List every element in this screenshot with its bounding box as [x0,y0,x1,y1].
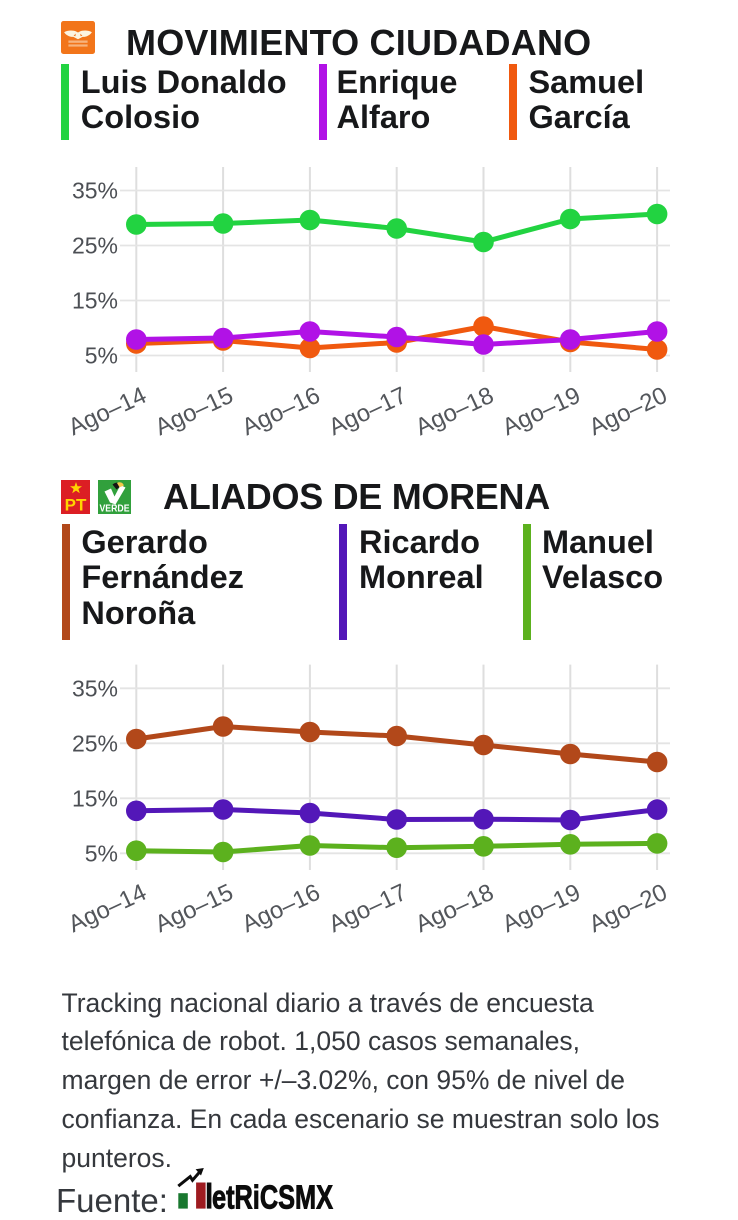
svg-text:Ago–17: Ago–17 [325,879,411,938]
svg-text:Ago–19: Ago–19 [498,879,584,938]
svg-text:VERDE: VERDE [100,504,130,515]
svg-text:PT: PT [65,496,87,515]
svg-text:Ago–20: Ago–20 [585,879,671,938]
svg-text:35%: 35% [72,178,118,204]
svg-text:Ago–18: Ago–18 [411,382,497,441]
svg-text:Ago–16: Ago–16 [238,879,324,938]
svg-text:Ago–16: Ago–16 [238,382,324,441]
svg-text:35%: 35% [72,676,118,702]
svg-text:Ago–15: Ago–15 [151,879,237,938]
svg-text:25%: 25% [72,233,118,259]
svg-text:15%: 15% [72,786,118,812]
svg-text:Ago–18: Ago–18 [411,879,497,938]
svg-text:25%: 25% [72,731,118,757]
svg-text:etRiCSMX: etRiCSMX [212,1179,333,1213]
svg-text:Ago–15: Ago–15 [151,382,237,441]
svg-text:Ago–14: Ago–14 [64,879,150,938]
svg-text:Ago–14: Ago–14 [64,382,150,441]
svg-text:Ago–17: Ago–17 [325,382,411,441]
svg-text:5%: 5% [85,841,118,867]
svg-text:5%: 5% [85,343,118,369]
svg-text:Ago–19: Ago–19 [498,382,584,441]
svg-text:15%: 15% [72,288,118,314]
svg-text:Ago–20: Ago–20 [585,382,671,441]
